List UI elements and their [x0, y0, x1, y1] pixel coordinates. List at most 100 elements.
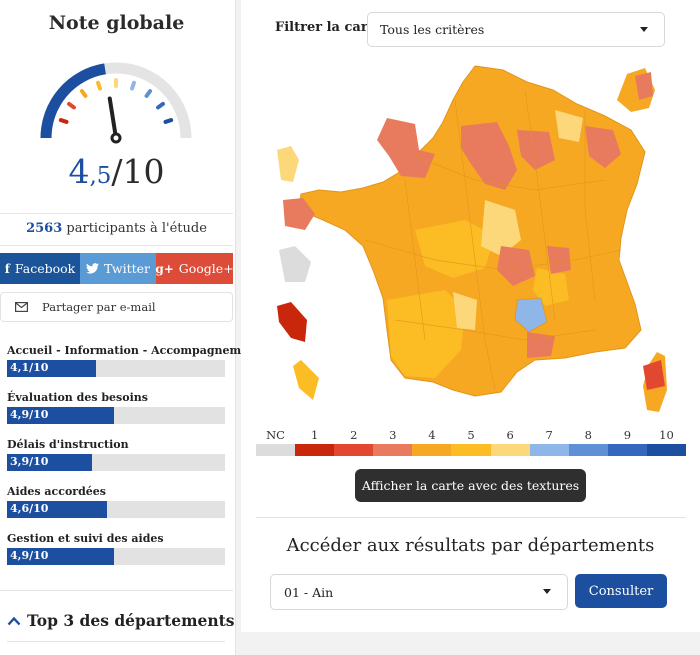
- criterion-item: Gestion et suivi des aides 4,9/10: [7, 532, 225, 565]
- legend-swatch: [334, 444, 374, 456]
- legend-label: 7: [545, 428, 553, 442]
- legend-swatch: [607, 444, 647, 456]
- gauge-tick: [58, 118, 69, 124]
- criterion-bar: 4,1/10: [7, 360, 225, 377]
- score-gauge: [40, 62, 192, 144]
- consult-button[interactable]: Consulter: [575, 574, 667, 608]
- criterion-label: Aides accordées: [7, 485, 106, 498]
- criterion-value: 4,9/10: [10, 408, 49, 421]
- legend-swatch: [529, 444, 569, 456]
- legend-labels: NC 1 2 3 4 5 6 7 8 9 10: [256, 428, 686, 444]
- twitter-icon: [85, 263, 99, 274]
- criteria-filter-select[interactable]: Tous les critères: [367, 12, 665, 47]
- divider: [0, 590, 233, 591]
- global-score-title: Note globale: [48, 12, 185, 34]
- legend-swatch: [646, 444, 687, 456]
- legend-label: 6: [506, 428, 514, 442]
- googleplus-icon: g+: [155, 261, 174, 276]
- criterion-bar-fill: [7, 360, 97, 377]
- divider: [7, 641, 225, 642]
- participants-label: participants à l'étude: [66, 221, 207, 236]
- criterion-item: Évaluation des besoins 4,9/10: [7, 391, 225, 424]
- chevron-down-icon: [640, 26, 648, 32]
- participants-count: 2563 participants à l'étude: [0, 221, 233, 236]
- chevron-up-icon: [7, 616, 21, 625]
- gauge-tick: [79, 89, 88, 98]
- criterion-label: Évaluation des besoins: [7, 391, 148, 404]
- map-legend: NC 1 2 3 4 5 6 7 8 9 10: [256, 428, 687, 456]
- criterion-bar: 4,6/10: [7, 501, 225, 518]
- gauge-tick: [96, 80, 102, 91]
- facebook-icon: f: [4, 261, 10, 276]
- criterion-item: Accueil - Information - Accompagnement 4,…: [7, 344, 262, 377]
- criterion-bar: 3,9/10: [7, 454, 225, 471]
- gauge-tick: [67, 101, 76, 110]
- participants-number: 2563: [26, 221, 63, 236]
- twitter-label: Twitter: [103, 261, 150, 276]
- department-select-value: 01 - Ain: [284, 584, 334, 600]
- gauge-tick: [144, 89, 153, 98]
- criterion-bar: 4,9/10: [7, 407, 225, 424]
- divider: [0, 245, 233, 246]
- twitter-share-button[interactable]: Twitter: [80, 253, 156, 284]
- criterion-value: 4,1/10: [10, 361, 49, 374]
- chevron-down-icon: [543, 589, 551, 594]
- envelope-icon: [15, 302, 28, 312]
- criterion-label: Délais d'instruction: [7, 438, 129, 451]
- departments-section-title: Accéder aux résultats par départements: [286, 535, 655, 556]
- france-map[interactable]: [265, 60, 685, 420]
- department-select[interactable]: 01 - Ain: [270, 574, 568, 610]
- criterion-item: Aides accordées 4,6/10: [7, 485, 225, 518]
- legend-swatch: [568, 444, 608, 456]
- texture-map-button[interactable]: Afficher la carte avec des textures: [355, 469, 586, 502]
- legend-label: 4: [428, 428, 436, 442]
- legend-label: 10: [659, 428, 674, 442]
- criterion-value: 4,6/10: [10, 502, 49, 515]
- legend-label: 3: [389, 428, 397, 442]
- gauge-tick: [163, 118, 174, 124]
- global-score: 4,5/10: [0, 152, 233, 191]
- criterion-bar: 4,9/10: [7, 548, 225, 565]
- legend-label: 5: [467, 428, 475, 442]
- criterion-value: 4,9/10: [10, 549, 49, 562]
- criterion-bar-fill: [7, 501, 108, 518]
- criterion-bar-fill: [7, 407, 114, 424]
- score-integer: 4: [68, 152, 90, 191]
- criterion-value: 3,9/10: [10, 455, 49, 468]
- criterion-label: Accueil - Information - Accompagnement: [7, 344, 262, 357]
- divider: [0, 213, 233, 214]
- criterion-label: Gestion et suivi des aides: [7, 532, 164, 545]
- facebook-share-button[interactable]: f Facebook: [0, 253, 80, 284]
- score-decimal: ,5: [89, 163, 112, 189]
- legend-swatch: [451, 444, 491, 456]
- criterion-item: Délais d'instruction 3,9/10: [7, 438, 225, 471]
- criteria-filter-value: Tous les critères: [380, 22, 485, 37]
- criterion-bar-fill: [7, 454, 93, 471]
- legend-label: 9: [623, 428, 632, 442]
- legend-swatch: [295, 444, 335, 456]
- googleplus-label: Google+: [178, 261, 234, 276]
- map-panel: Filtrer la carte Tous les critères: [241, 0, 700, 632]
- email-share-label: Partager par e-mail: [42, 300, 156, 314]
- legend-swatch: [256, 444, 296, 456]
- criterion-bar-fill: [7, 548, 114, 565]
- legend-swatch: [490, 444, 530, 456]
- facebook-label: Facebook: [14, 261, 76, 276]
- legend-label: NC: [266, 428, 285, 442]
- legend-colors: [256, 444, 687, 456]
- legend-label: 1: [310, 428, 319, 442]
- gauge-tick: [130, 80, 136, 91]
- legend-label: 2: [350, 428, 358, 442]
- top3-toggle[interactable]: Top 3 des départements: [7, 611, 235, 630]
- email-share-button[interactable]: Partager par e-mail: [0, 292, 233, 322]
- top3-label: Top 3 des départements: [27, 611, 235, 630]
- filter-label: Filtrer la carte: [275, 20, 382, 35]
- sidebar: Note globale 4,5/10 2563 participants à …: [0, 0, 262, 655]
- gauge-tick: [156, 101, 165, 110]
- legend-swatch: [373, 444, 413, 456]
- legend-swatch: [412, 444, 452, 456]
- divider: [256, 517, 686, 518]
- score-denominator: /10: [111, 152, 165, 191]
- googleplus-share-button[interactable]: g+ Google+: [155, 253, 234, 284]
